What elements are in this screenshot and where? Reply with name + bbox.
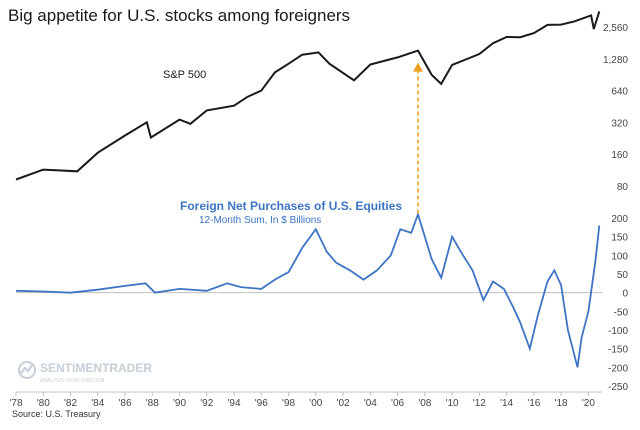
sp500-y-axis: 80 160 320 640 1,280 2,560	[603, 23, 628, 193]
sp500-panel: S&P 500 80 160 320 640 1,280 2,560	[15, 11, 628, 193]
x-axis: '78 '80 '82 '84 '86 '88 '90 '92 '94 '96 '98 '00 '02 '…	[9, 391, 602, 409]
source-note: Source: U.S. Treasury	[12, 409, 101, 419]
flows-y-tick-label: 200	[611, 214, 628, 225]
x-tick-label: '90	[173, 398, 186, 409]
x-tick-label: '18	[555, 398, 568, 409]
x-tick-label: '86	[118, 398, 131, 409]
x-tick-label: '16	[527, 398, 540, 409]
x-tick-label: '14	[500, 398, 513, 409]
x-tick-label: '10	[446, 398, 459, 409]
flows-y-tick-label: 100	[611, 251, 628, 262]
flows-y-tick-label: -50	[614, 307, 629, 318]
x-tick-label: '06	[391, 398, 404, 409]
sp500-y-tick-label: 320	[611, 118, 628, 129]
sp500-label: S&P 500	[163, 69, 206, 81]
watermark: SENTIMENTRADER ANALYSIS OVER EMOTION	[18, 361, 152, 384]
x-tick-label: '80	[37, 398, 50, 409]
x-tick-label: '08	[418, 398, 431, 409]
flows-y-tick-label: -100	[608, 326, 628, 337]
x-tick-label: '88	[146, 398, 159, 409]
flows-y-tick-label: -150	[608, 345, 628, 356]
annotation-arrow-head	[413, 62, 424, 72]
x-tick-label: '92	[200, 398, 213, 409]
flows-y-tick-label: -250	[608, 382, 628, 393]
sp500-series-line	[15, 11, 601, 181]
x-tick-label: '98	[282, 398, 295, 409]
sp500-y-tick-label: 80	[617, 182, 629, 193]
x-tick-label: '82	[64, 398, 77, 409]
flows-y-tick-label: 0	[622, 289, 628, 300]
flows-sublabel: 12-Month Sum, In $ Billions	[199, 215, 321, 226]
chart-title: Big appetite for U.S. stocks among forei…	[8, 6, 351, 25]
x-tick-label: '96	[255, 398, 268, 409]
sp500-y-tick-label: 640	[611, 87, 628, 98]
x-tick-label: '94	[228, 398, 241, 409]
flows-panel: Foreign Net Purchases of U.S. Equities 1…	[15, 199, 628, 393]
x-tick-label: '84	[91, 398, 104, 409]
x-tick-label: '02	[337, 398, 350, 409]
x-tick-label: '78	[9, 398, 22, 409]
peak-annotation	[413, 62, 424, 214]
watermark-brand: SENTIMENTRADER	[40, 361, 152, 375]
flows-label: Foreign Net Purchases of U.S. Equities	[180, 199, 402, 213]
x-tick-label: '00	[309, 398, 322, 409]
watermark-tagline: ANALYSIS OVER EMOTION	[40, 378, 105, 384]
flows-y-axis: -250 -200 -150 -100 -50 0 50 100 150 200	[608, 214, 628, 393]
sp500-y-tick-label: 160	[611, 150, 628, 161]
x-tick-label: '20	[582, 398, 595, 409]
flows-series-line	[15, 211, 601, 368]
sp500-y-tick-label: 1,280	[603, 55, 628, 66]
watermark-logo-icon	[18, 361, 36, 379]
sp500-y-tick-label: 2,560	[603, 23, 628, 34]
flows-y-tick-label: 150	[611, 233, 628, 244]
x-tick-label: '04	[364, 398, 377, 409]
flows-y-tick-label: 50	[617, 270, 629, 281]
x-tick-label: '12	[473, 398, 486, 409]
flows-y-tick-label: -200	[608, 363, 628, 374]
